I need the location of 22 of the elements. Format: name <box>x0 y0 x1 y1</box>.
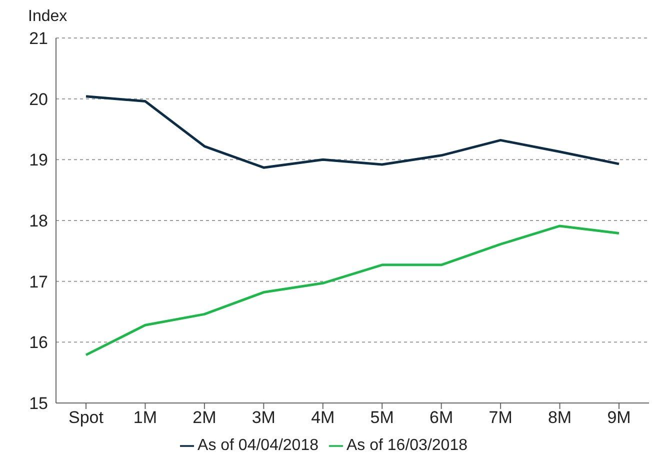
line-series <box>84 224 620 356</box>
x-tick-label: 9M <box>607 408 631 428</box>
y-axis-title: Index <box>28 8 68 26</box>
x-tick-label: 2M <box>192 408 216 428</box>
x-tick-label: 3M <box>252 408 276 428</box>
line-series <box>84 95 620 169</box>
x-tick-label: 5M <box>370 408 394 428</box>
x-tick-label: 1M <box>133 408 158 428</box>
y-tick-label: 15 <box>29 394 48 414</box>
legend-label: As of 16/03/2018 <box>346 437 468 454</box>
x-tick-label: 6M <box>430 408 454 428</box>
x-tick-label: Spot <box>68 408 104 428</box>
y-tick-label: 21 <box>29 29 48 48</box>
x-tick-label: 4M <box>311 408 335 428</box>
x-tick-label: 7M <box>488 408 512 428</box>
y-tick-label: 16 <box>29 333 48 352</box>
y-tick-label: 18 <box>29 212 48 231</box>
legend-label: As of 04/04/2018 <box>198 437 318 454</box>
x-tick-label: 8M <box>548 408 572 428</box>
y-tick-label: 17 <box>29 272 48 292</box>
y-tick-label: 20 <box>29 90 48 109</box>
y-tick-label: 19 <box>29 150 48 170</box>
